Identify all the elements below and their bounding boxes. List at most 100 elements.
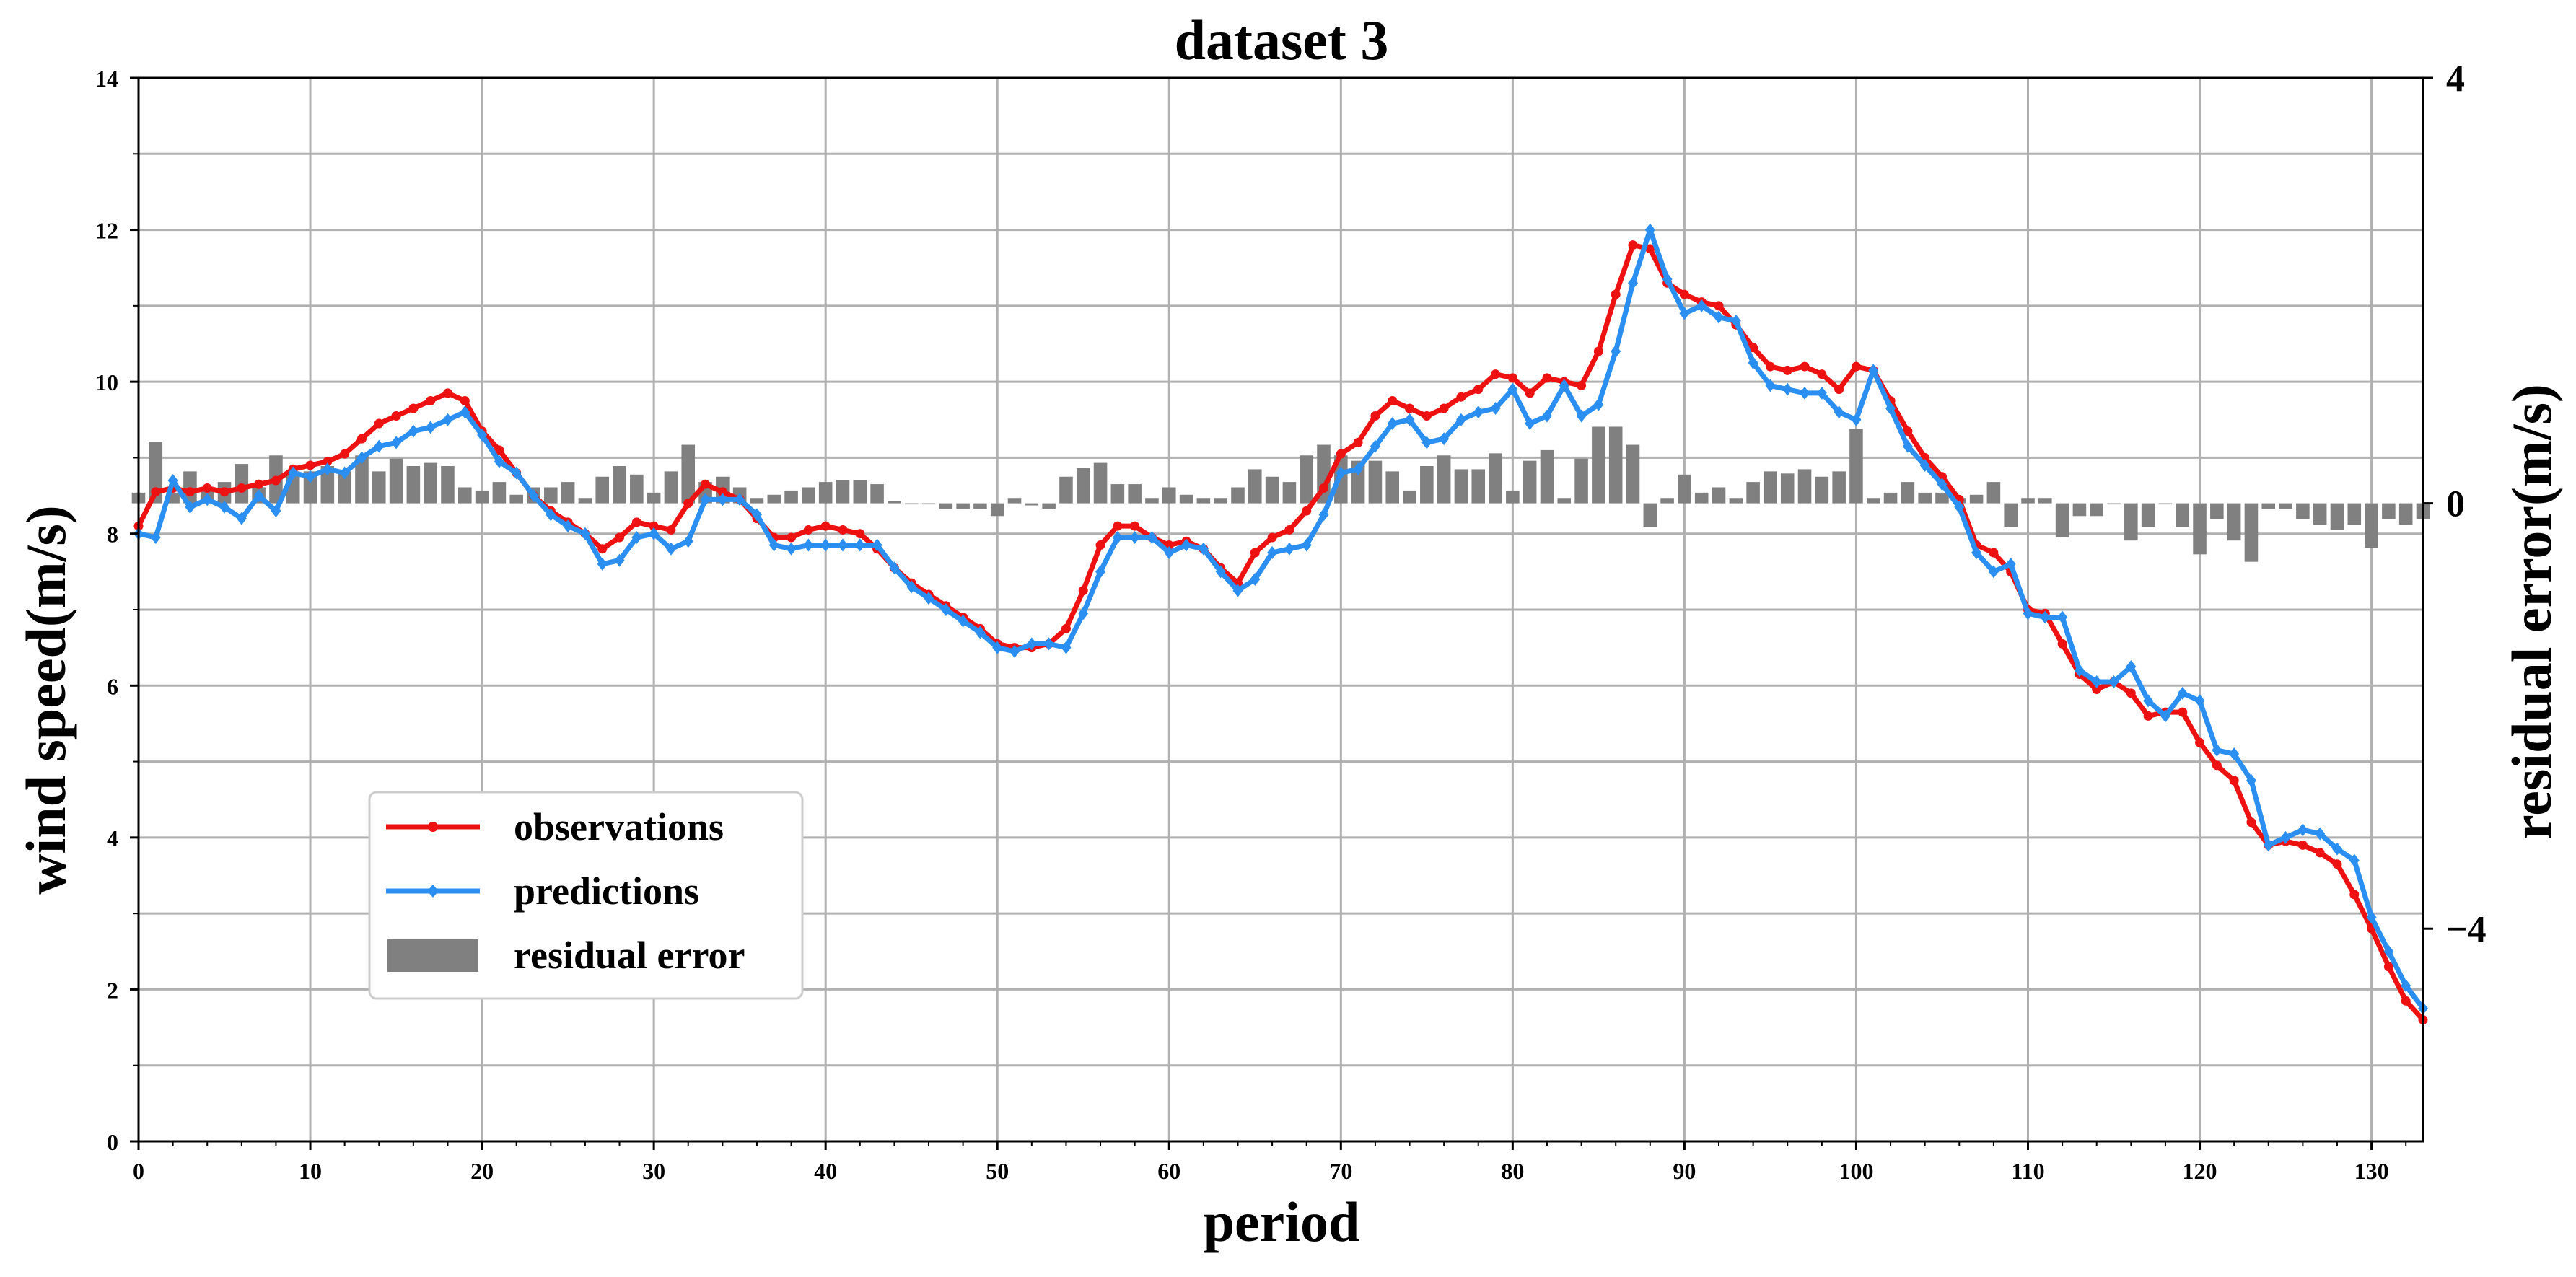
- predictions-point: [1868, 364, 1879, 377]
- observations-point: [340, 449, 350, 459]
- observations-point: [1593, 346, 1603, 356]
- observations-point: [615, 532, 625, 543]
- predictions-point: [1971, 546, 1982, 560]
- residual-error-bar: [1969, 494, 1984, 504]
- observations-point: [1611, 289, 1621, 299]
- residual-error-bar: [1557, 498, 1572, 504]
- observations-point: [1250, 548, 1260, 558]
- residual-error-bar: [1076, 468, 1090, 504]
- residual-error-bar: [818, 482, 833, 504]
- predictions-point: [1336, 466, 1346, 480]
- observations-point: [803, 525, 813, 535]
- predictions-point: [768, 538, 779, 552]
- observations-point: [2401, 996, 2411, 1006]
- observations-point: [442, 388, 452, 398]
- residual-error-bar: [2107, 503, 2121, 505]
- residual-error-bar: [1832, 471, 1846, 504]
- predictions-point: [2160, 709, 2170, 723]
- observations-point: [1679, 289, 1689, 299]
- observations-point: [1456, 392, 1466, 402]
- predictions-point: [2143, 694, 2154, 708]
- observations-point: [1714, 301, 1724, 311]
- observations-point: [2315, 848, 2325, 858]
- residual-error-bar: [1592, 426, 1605, 504]
- predictions-point: [511, 466, 522, 480]
- predictions-point: [735, 493, 745, 506]
- observations-point: [701, 479, 711, 489]
- chart-title: dataset 3: [1175, 9, 1389, 71]
- residual-error-bar: [372, 471, 386, 504]
- residual-error-bar: [1454, 469, 1468, 504]
- observations-point: [1113, 521, 1123, 531]
- observations-point: [855, 529, 865, 539]
- predictions-point: [683, 535, 693, 548]
- residual-error-bar: [1128, 484, 1142, 504]
- observations-point: [1061, 623, 1071, 633]
- residual-error-bar: [2124, 503, 2138, 541]
- predictions-point: [1782, 382, 1793, 396]
- observations-point: [631, 517, 641, 527]
- residual-error-bar: [2279, 503, 2292, 509]
- observations-point: [1525, 388, 1535, 398]
- predictions-point: [288, 466, 299, 480]
- legend-predictions-label: predictions: [514, 869, 699, 913]
- residual-error-bar: [1110, 484, 1125, 504]
- x-tick-label: 130: [2354, 1158, 2389, 1184]
- predictions-point: [614, 553, 625, 567]
- predictions-point: [1215, 565, 1226, 579]
- predictions-point: [1851, 413, 1862, 426]
- predictions-point: [1644, 223, 1655, 237]
- observations-point: [2212, 760, 2222, 771]
- predictions-point: [1902, 439, 1913, 453]
- residual-error-bar: [441, 466, 455, 504]
- residual-error-bar: [1901, 482, 1915, 504]
- observations-point: [2349, 890, 2360, 900]
- residual-error-bar: [1437, 455, 1451, 504]
- predictions-point: [1387, 417, 1398, 431]
- residual-error-bar: [1780, 473, 1795, 504]
- predictions-point: [1095, 565, 1106, 579]
- observations-point: [219, 487, 229, 497]
- predictions-point: [425, 421, 436, 434]
- predictions-point: [1627, 276, 1638, 290]
- residual-error-bar: [888, 501, 901, 504]
- observations-point: [1388, 395, 1398, 405]
- predictions-point: [1800, 386, 1810, 400]
- residual-error-bar: [1385, 471, 1400, 504]
- series-lines: [133, 223, 2428, 1025]
- residual-error-bar: [2398, 503, 2413, 525]
- residual-error-bar: [870, 484, 884, 504]
- residual-error-bar: [1694, 492, 1709, 504]
- predictions-point: [2057, 610, 2068, 624]
- observations-point: [1628, 240, 1638, 250]
- residual-error-bar: [1849, 429, 1863, 504]
- predictions-point: [1611, 345, 1621, 359]
- observations-point: [1800, 361, 1810, 372]
- predictions-point: [442, 413, 453, 426]
- residual-error-bar: [1986, 482, 2001, 504]
- predictions-point: [1937, 478, 1948, 491]
- observations-point: [649, 521, 659, 531]
- predictions-point: [1318, 508, 1329, 522]
- residual-error-bar: [1265, 476, 1279, 504]
- residual-error-bar: [492, 482, 507, 504]
- predictions-point: [494, 455, 504, 468]
- predictions-point: [356, 451, 367, 465]
- x-tick-label: 100: [1839, 1158, 1873, 1184]
- residual-error-bar: [1300, 455, 1313, 504]
- residual-error-bar: [1918, 492, 1932, 504]
- residual-error-bar: [1506, 490, 1520, 504]
- predictions-point: [408, 424, 419, 438]
- residual-error-bar: [2072, 503, 2087, 517]
- predictions-point: [2194, 694, 2205, 708]
- residual-error-bar: [784, 490, 798, 504]
- observations-point: [2178, 707, 2188, 717]
- residual-error-bar: [802, 487, 815, 504]
- residual-error-bar: [1145, 498, 1159, 504]
- predictions-point: [665, 542, 676, 556]
- predictions-point: [906, 580, 917, 594]
- observations-point: [356, 434, 367, 444]
- observations-point: [1817, 369, 1827, 379]
- observations-point: [1284, 525, 1294, 535]
- observations-point: [237, 483, 247, 493]
